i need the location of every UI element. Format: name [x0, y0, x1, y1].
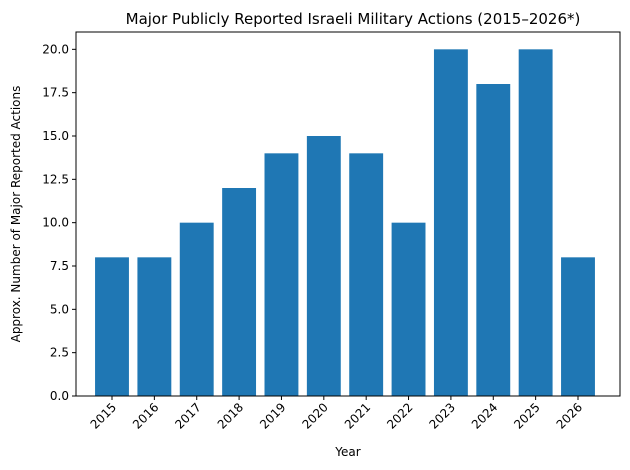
bar-2021 — [349, 153, 384, 396]
x-tick-label: 2018 — [215, 400, 246, 431]
plot-frame — [75, 31, 621, 397]
x-tick-label: 2025 — [511, 400, 542, 431]
y-tick-label: 5.0 — [50, 302, 69, 316]
y-tick-label: 7.5 — [50, 259, 69, 273]
x-tick-label: 2023 — [427, 400, 458, 431]
x-tick-label: 2024 — [469, 400, 500, 431]
bar-2018 — [222, 188, 257, 396]
x-tick-label: 2022 — [384, 400, 415, 431]
x-tick-label: 2016 — [130, 400, 161, 431]
bar-2019 — [264, 153, 299, 396]
y-axis-ticks: 0.0 2.5 5.0 7.5 10.0 12.5 15.0 17.5 20.0 — [42, 42, 76, 403]
x-tick-label: 2015 — [88, 400, 119, 431]
bar-2022 — [391, 222, 426, 396]
bar-2017 — [179, 222, 214, 396]
bar-2025 — [518, 49, 553, 396]
bar-2016 — [137, 257, 172, 396]
y-tick-label: 0.0 — [50, 389, 69, 403]
y-tick-label: 10.0 — [42, 216, 69, 230]
bar-2026 — [561, 257, 595, 396]
y-tick-label: 12.5 — [42, 172, 69, 186]
x-tick-label: 2026 — [554, 400, 585, 431]
bars-group — [95, 49, 595, 396]
bar-2024 — [476, 84, 511, 396]
y-axis-label: Approx. Number of Major Reported Actions — [9, 86, 23, 343]
bar-2023 — [433, 49, 468, 396]
x-tick-label: 2020 — [299, 400, 330, 431]
x-tick-label: 2019 — [257, 400, 288, 431]
x-tick-label: 2021 — [342, 400, 373, 431]
x-axis-ticks: 2015 2016 2017 2018 2019 2020 2021 2022 2023 2024… — [88, 396, 585, 432]
x-tick-label: 2017 — [172, 400, 203, 431]
x-axis-label: Year — [334, 445, 360, 459]
bar-2020 — [306, 136, 341, 396]
bar-2015 — [95, 257, 129, 396]
y-tick-label: 17.5 — [42, 86, 69, 100]
chart-title: Major Publicly Reported Israeli Military… — [126, 10, 581, 28]
y-tick-label: 20.0 — [42, 42, 69, 56]
y-tick-label: 15.0 — [42, 129, 69, 143]
y-tick-label: 2.5 — [50, 346, 69, 360]
